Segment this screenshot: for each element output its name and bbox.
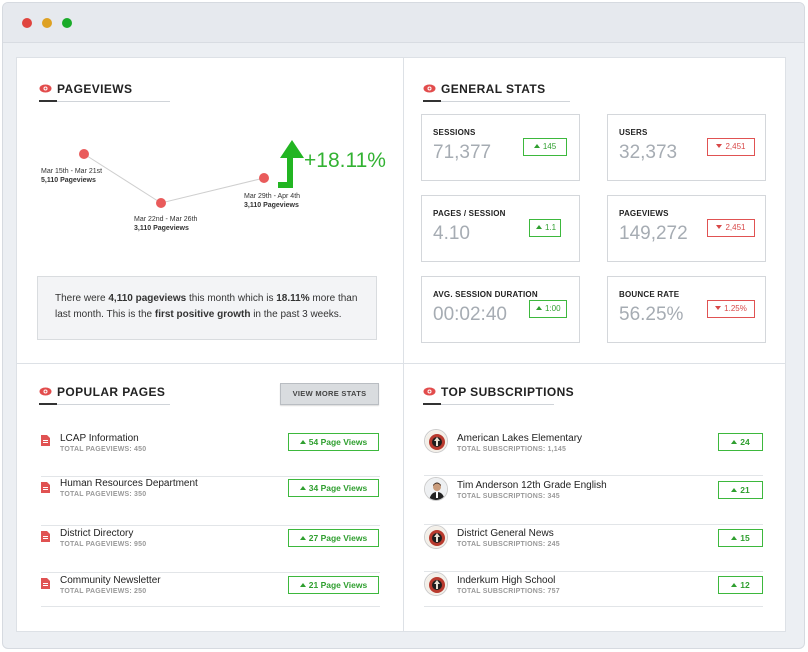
page-views-badge: 34 Page Views: [288, 479, 379, 497]
minimize-window-button[interactable]: [42, 18, 52, 28]
arrow-up-icon: [299, 439, 306, 444]
stat-change-badge: 1:00: [529, 300, 567, 318]
subscription-row[interactable]: District General News TOTAL SUBSCRIPTION…: [424, 525, 763, 572]
page-views-badge: 27 Page Views: [288, 529, 379, 547]
arrow-down-icon: [716, 143, 723, 148]
stat-card-pageviews[interactable]: PAGEVIEWS 149,272 2,451: [607, 195, 766, 262]
popular-pages-section-title: POPULAR PAGES: [39, 385, 165, 399]
stat-change-badge: 2,451: [707, 219, 755, 237]
eye-icon: [39, 84, 52, 93]
subscriptions-badge: 21: [718, 481, 763, 499]
document-icon: [41, 578, 50, 589]
subscription-row[interactable]: American Lakes Elementary TOTAL SUBSCRIP…: [424, 429, 763, 476]
pageviews-point-1: [79, 149, 89, 159]
stat-change-badge: 1.1: [529, 219, 561, 237]
pageviews-point-2-label: Mar 22nd - Mar 26th 3,110 Pageviews: [134, 216, 198, 232]
pageviews-summary-box: There were 4,110 pageviews this month wh…: [37, 276, 377, 340]
window-titlebar: [3, 3, 804, 43]
dashboard: PAGEVIEWS Mar 15th - Mar 21st 5,110 Page…: [16, 57, 786, 632]
top-subscriptions-title-underline: [423, 403, 554, 405]
row-divider: [17, 363, 785, 364]
eye-icon: [423, 84, 436, 93]
popular-page-row[interactable]: Human Resources Department TOTAL PAGEVIE…: [41, 477, 380, 526]
close-window-button[interactable]: [22, 18, 32, 28]
arrow-up-icon: [731, 439, 738, 444]
pageviews-point-1-label: Mar 15th - Mar 21st 5,110 Pageviews: [41, 168, 103, 184]
arrow-up-icon: [299, 582, 306, 587]
pageviews-point-3-label: Mar 29th - Apr 4th 3,110 Pageviews: [244, 193, 301, 209]
subscriptions-badge: 24: [718, 433, 763, 451]
arrow-up-icon: [299, 485, 306, 490]
stat-change-badge: 2,451: [707, 138, 755, 156]
stat-card-sessions[interactable]: SESSIONS 71,377 145: [421, 114, 580, 181]
arrow-down-icon: [715, 305, 722, 310]
stat-change-badge: 1.25%: [707, 300, 755, 318]
stat-card-avg-session-duration[interactable]: AVG. SESSION DURATION 00:02:40 1:00: [421, 276, 580, 343]
document-icon: [41, 531, 50, 542]
general-stats-title-underline: [423, 100, 570, 102]
pageviews-point-3: [259, 173, 269, 183]
arrow-down-icon: [716, 224, 723, 229]
pageviews-trend-line: [83, 153, 265, 204]
subscription-row[interactable]: Inderkum High School TOTAL SUBSCRIPTIONS…: [424, 572, 763, 607]
subscription-row[interactable]: Tim Anderson 12th Grade English TOTAL SU…: [424, 476, 763, 525]
stat-change-badge: 145: [523, 138, 567, 156]
stat-card-users[interactable]: USERS 32,373 2,451: [607, 114, 766, 181]
growth-arrow-icon: [278, 140, 304, 188]
view-more-stats-button[interactable]: VIEW MORE STATS: [280, 383, 379, 405]
popular-page-row[interactable]: LCAP Information TOTAL PAGEVIEWS: 450 54…: [41, 430, 380, 477]
arrow-up-icon: [731, 535, 738, 540]
subscriptions-badge: 15: [718, 529, 763, 547]
column-divider: [403, 58, 404, 631]
document-icon: [41, 435, 50, 446]
subscriptions-badge: 12: [718, 576, 763, 594]
arrow-up-icon: [536, 305, 542, 310]
arrow-up-icon: [536, 224, 542, 229]
pageviews-section-title: PAGEVIEWS: [39, 82, 132, 96]
pageviews-chart: [79, 140, 304, 208]
eye-icon: [39, 387, 52, 396]
popular-page-row[interactable]: Community Newsletter TOTAL PAGEVIEWS: 25…: [41, 573, 380, 607]
school-logo-icon: [424, 429, 448, 453]
maximize-window-button[interactable]: [62, 18, 72, 28]
general-stats-section-title: GENERAL STATS: [423, 82, 546, 96]
popular-page-row[interactable]: District Directory TOTAL PAGEVIEWS: 950 …: [41, 526, 380, 573]
popular-pages-title-underline: [39, 403, 170, 405]
stat-card-pages-per-session[interactable]: PAGES / SESSION 4.10 1.1: [421, 195, 580, 262]
arrow-up-icon: [299, 535, 306, 540]
arrow-up-icon: [731, 582, 738, 587]
page-views-badge: 54 Page Views: [288, 433, 379, 451]
arrow-up-icon: [731, 487, 738, 492]
arrow-up-icon: [533, 143, 540, 148]
person-photo-icon: [424, 477, 448, 501]
school-logo-icon: [424, 525, 448, 549]
school-logo-icon: [424, 572, 448, 596]
pageviews-title-underline: [39, 100, 170, 102]
eye-icon: [423, 387, 436, 396]
document-icon: [41, 482, 50, 493]
pageviews-growth-percent: +18.11%: [304, 149, 386, 172]
top-subscriptions-section-title: TOP SUBSCRIPTIONS: [423, 385, 574, 399]
pageviews-point-2: [156, 198, 166, 208]
stat-card-bounce-rate[interactable]: BOUNCE RATE 56.25% 1.25%: [607, 276, 766, 343]
page-views-badge: 21 Page Views: [288, 576, 379, 594]
